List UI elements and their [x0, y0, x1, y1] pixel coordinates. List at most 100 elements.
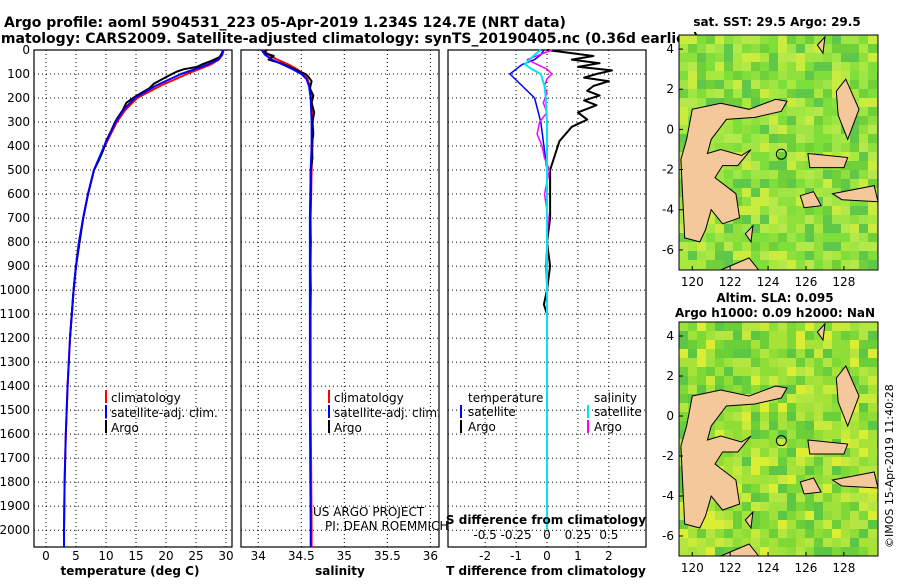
- map-cell: [787, 53, 796, 62]
- map-cell: [823, 125, 832, 134]
- map-cell: [841, 484, 850, 493]
- map-cell: [697, 44, 706, 53]
- map-cell: [751, 466, 760, 475]
- map-cell: [742, 98, 751, 107]
- x-tick-label: 2: [605, 549, 613, 563]
- map-cell: [742, 475, 751, 484]
- map-cell: [733, 116, 742, 125]
- map-cell: [778, 502, 787, 511]
- map-cell: [859, 224, 868, 233]
- map-cell: [742, 340, 751, 349]
- map-cell: [823, 340, 832, 349]
- map-cell: [724, 538, 733, 547]
- map-cell: [805, 421, 814, 430]
- map-cell: [787, 44, 796, 53]
- map-cell: [760, 179, 769, 188]
- map-cell: [760, 53, 769, 62]
- map-cell: [796, 251, 805, 260]
- map-cell: [769, 448, 778, 457]
- map-cell: [715, 457, 724, 466]
- map-cell: [868, 448, 877, 457]
- map1-title: sat. SST: 29.5 Argo: 29.5: [693, 15, 860, 29]
- map-cell: [823, 35, 832, 44]
- map-cell: [814, 547, 823, 556]
- map-cell: [832, 116, 841, 125]
- map-cell: [679, 421, 688, 430]
- depth-tick-label: 100: [7, 67, 30, 81]
- map-cell: [778, 170, 787, 179]
- x-tick-label: -2: [479, 549, 491, 563]
- map-cell: [751, 520, 760, 529]
- map-cell: [814, 331, 823, 340]
- map-cell: [787, 403, 796, 412]
- map-cell: [760, 188, 769, 197]
- map-cell: [769, 475, 778, 484]
- map-cell: [778, 538, 787, 547]
- map-cell: [814, 376, 823, 385]
- map-cell: [832, 502, 841, 511]
- map-cell: [679, 260, 688, 269]
- map-cell: [841, 161, 850, 170]
- map-cell: [859, 53, 868, 62]
- map-cell: [859, 466, 868, 475]
- map-cell: [697, 62, 706, 71]
- map-cell: [814, 394, 823, 403]
- map-cell: [733, 466, 742, 475]
- map-cell: [850, 421, 859, 430]
- legend-argo-label: Argo: [334, 421, 362, 435]
- map-cell: [679, 547, 688, 556]
- map-cell: [688, 44, 697, 53]
- island-landmass: [744, 510, 754, 530]
- map-cell: [724, 98, 733, 107]
- depth-tick-label: 1800: [0, 475, 30, 489]
- map-cell: [805, 143, 814, 152]
- map-cell: [724, 430, 733, 439]
- map-cell: [679, 35, 688, 44]
- map-cell: [760, 71, 769, 80]
- map-cell: [760, 547, 769, 556]
- map-cell: [688, 538, 697, 547]
- map-cell: [859, 260, 868, 269]
- map-cell: [742, 242, 751, 251]
- map-cell: [859, 403, 868, 412]
- map-cell: [832, 170, 841, 179]
- map-cell: [715, 520, 724, 529]
- map-cell: [796, 116, 805, 125]
- map-cell: [679, 403, 688, 412]
- map-cell: [859, 71, 868, 80]
- map-cell: [778, 80, 787, 89]
- map-cell: [868, 233, 877, 242]
- map-cell: [823, 331, 832, 340]
- map-cell: [805, 493, 814, 502]
- map-cell: [679, 511, 688, 520]
- map-cell: [787, 134, 796, 143]
- map-cell: [688, 322, 697, 331]
- map-cell: [778, 161, 787, 170]
- map-cell: [679, 62, 688, 71]
- map-cell: [688, 251, 697, 260]
- map-cell: [787, 484, 796, 493]
- map-cell: [868, 224, 877, 233]
- x-tick-label: 0: [42, 549, 50, 563]
- depth-tick-label: 2000: [0, 523, 30, 537]
- map-cell: [751, 385, 760, 394]
- map-cell: [715, 98, 724, 107]
- salinity-panel-frame: [240, 49, 440, 548]
- map-cell: [796, 331, 805, 340]
- map-cell: [769, 53, 778, 62]
- map-cell: [868, 502, 877, 511]
- map-lon-label: 122: [719, 561, 742, 575]
- map-cell: [769, 206, 778, 215]
- map-cell: [697, 340, 706, 349]
- map-cell: [751, 116, 760, 125]
- map-cell: [850, 430, 859, 439]
- map-cell: [742, 358, 751, 367]
- map-cell: [688, 260, 697, 269]
- map-cell: [742, 80, 751, 89]
- map-cell: [859, 89, 868, 98]
- map-cell: [697, 376, 706, 385]
- map-cell: [841, 340, 850, 349]
- map-cell: [868, 161, 877, 170]
- map-cell: [679, 322, 688, 331]
- map-cell: [760, 161, 769, 170]
